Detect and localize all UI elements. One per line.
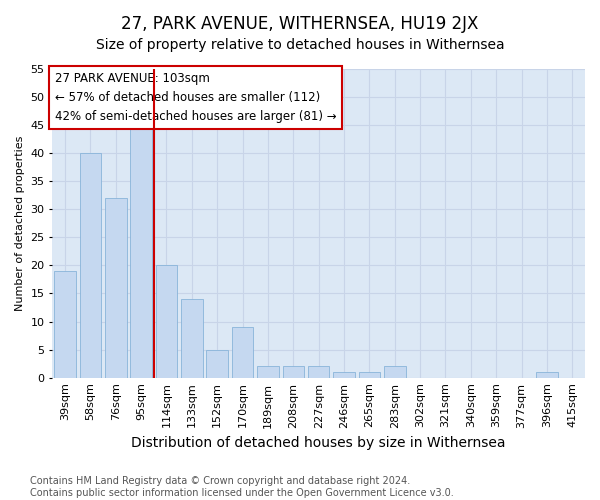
Bar	[181, 299, 203, 378]
Bar	[155, 266, 177, 378]
Bar	[232, 327, 253, 378]
Text: 27 PARK AVENUE: 103sqm
← 57% of detached houses are smaller (112)
42% of semi-de: 27 PARK AVENUE: 103sqm ← 57% of detached…	[55, 72, 337, 123]
Text: 27, PARK AVENUE, WITHERNSEA, HU19 2JX: 27, PARK AVENUE, WITHERNSEA, HU19 2JX	[121, 15, 479, 33]
Y-axis label: Number of detached properties: Number of detached properties	[15, 136, 25, 311]
X-axis label: Distribution of detached houses by size in Withernsea: Distribution of detached houses by size …	[131, 436, 506, 450]
Bar	[308, 366, 329, 378]
Bar	[80, 153, 101, 378]
Text: Contains HM Land Registry data © Crown copyright and database right 2024.
Contai: Contains HM Land Registry data © Crown c…	[30, 476, 454, 498]
Bar	[384, 366, 406, 378]
Bar	[130, 120, 152, 378]
Bar	[283, 366, 304, 378]
Bar	[105, 198, 127, 378]
Text: Size of property relative to detached houses in Withernsea: Size of property relative to detached ho…	[95, 38, 505, 52]
Bar	[257, 366, 279, 378]
Bar	[536, 372, 558, 378]
Bar	[333, 372, 355, 378]
Bar	[206, 350, 228, 378]
Bar	[359, 372, 380, 378]
Bar	[54, 271, 76, 378]
